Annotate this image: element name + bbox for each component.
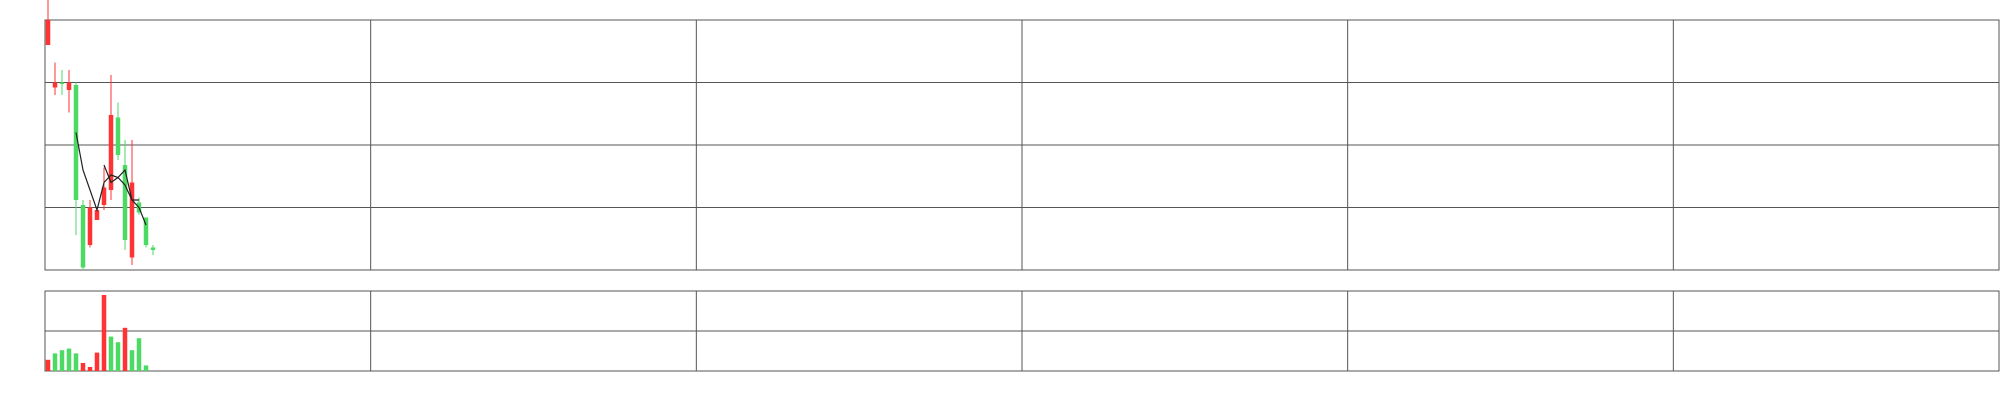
candle-body — [52, 82, 58, 88]
volume-bar — [94, 352, 100, 371]
candle-body — [94, 210, 100, 220]
volume-bar — [87, 367, 93, 371]
candle-body — [66, 82, 72, 90]
candle-body — [73, 85, 79, 200]
candle-body — [143, 217, 149, 245]
indicator-line-2 — [103, 164, 147, 226]
volume-bar — [80, 363, 86, 371]
volume-bar — [136, 338, 142, 371]
price-panel — [44, 0, 2000, 271]
volume-bar — [129, 350, 135, 371]
volume-bar — [45, 359, 51, 371]
candle-body — [129, 182, 135, 258]
volume-bar — [143, 365, 149, 371]
candle-body — [122, 165, 128, 240]
candle-body — [59, 82, 65, 84]
candle-body — [108, 115, 114, 190]
candle-body — [115, 117, 121, 155]
volume-bar — [108, 336, 114, 371]
volume-bar — [101, 295, 107, 371]
volume-bar — [59, 350, 65, 371]
volume-bar — [122, 327, 128, 371]
volume-bar — [115, 342, 121, 371]
candle-body — [87, 207, 93, 245]
volume-bar — [52, 353, 58, 371]
indicator-line-1 — [75, 132, 139, 213]
candle-body — [101, 187, 107, 205]
candle-body — [80, 205, 86, 268]
volume-bar — [66, 348, 72, 371]
candle-body — [45, 20, 51, 45]
volume-panel — [44, 290, 2000, 372]
volume-bar — [73, 353, 79, 371]
candle-body — [150, 247, 156, 250]
